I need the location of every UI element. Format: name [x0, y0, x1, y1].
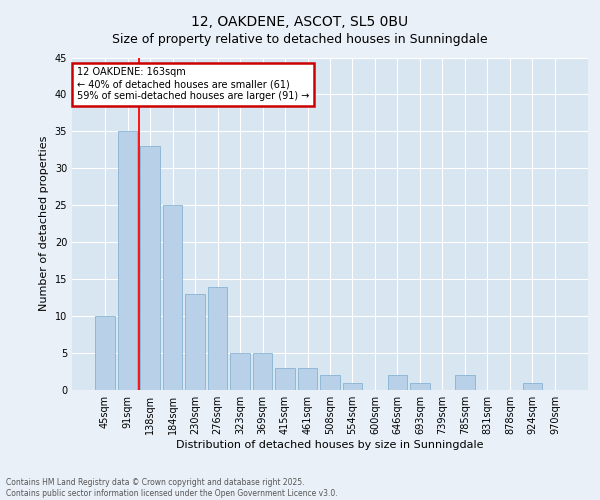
Text: Size of property relative to detached houses in Sunningdale: Size of property relative to detached ho…: [112, 32, 488, 46]
Text: 12, OAKDENE, ASCOT, SL5 0BU: 12, OAKDENE, ASCOT, SL5 0BU: [191, 15, 409, 29]
Text: Contains HM Land Registry data © Crown copyright and database right 2025.
Contai: Contains HM Land Registry data © Crown c…: [6, 478, 338, 498]
Text: 12 OAKDENE: 163sqm
← 40% of detached houses are smaller (61)
59% of semi-detache: 12 OAKDENE: 163sqm ← 40% of detached hou…: [77, 68, 310, 100]
Bar: [275, 368, 295, 390]
Bar: [118, 132, 137, 390]
Bar: [523, 382, 542, 390]
Bar: [388, 375, 407, 390]
Bar: [230, 353, 250, 390]
Bar: [410, 382, 430, 390]
Bar: [140, 146, 160, 390]
X-axis label: Distribution of detached houses by size in Sunningdale: Distribution of detached houses by size …: [176, 440, 484, 450]
Y-axis label: Number of detached properties: Number of detached properties: [39, 136, 49, 312]
Bar: [163, 206, 182, 390]
Bar: [455, 375, 475, 390]
Bar: [95, 316, 115, 390]
Bar: [208, 286, 227, 390]
Bar: [253, 353, 272, 390]
Bar: [343, 382, 362, 390]
Bar: [320, 375, 340, 390]
Bar: [185, 294, 205, 390]
Bar: [298, 368, 317, 390]
